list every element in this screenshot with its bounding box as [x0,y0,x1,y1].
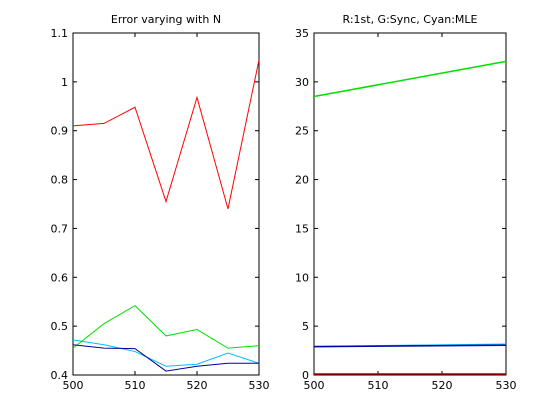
chart-right-title: R:1st, G:Sync, Cyan:MLE [343,13,478,26]
y-tick-label: 1 [61,76,68,89]
x-tick-label: 500 [63,379,84,392]
x-tick-label: 520 [187,379,208,392]
plot-area-frame [72,32,260,376]
y-tick-label: 35 [295,27,309,40]
series-line-1 [72,59,260,210]
y-tick-label: 0.5 [51,320,69,333]
y-tick-label: 0.8 [51,174,69,187]
x-tick-label: 510 [125,379,146,392]
y-tick-label: 5 [302,320,309,333]
y-tick-label: 0.6 [51,271,69,284]
y-tick-label: 25 [295,125,309,138]
y-tick-label: 1.1 [51,27,69,40]
y-tick-label: 0.4 [51,369,69,382]
series-line-3 [72,339,260,367]
y-tick-label: 0.9 [51,125,69,138]
y-tick-label: 10 [295,271,309,284]
chart-left: Error varying with N 500 510 520 530 0.4 0.5 0… [51,13,270,392]
series-line-1 [313,60,507,98]
y-tick-label: 0.7 [51,222,69,235]
x-tick-label: 510 [368,379,389,392]
plot-area-frame [313,32,507,376]
y-tick-label: 30 [295,76,309,89]
x-tick-label: 520 [432,379,453,392]
chart-left-title: Error varying with N [111,13,221,26]
y-tick-label: 0 [302,369,309,382]
y-tick-label: 15 [295,222,309,235]
series-line-3 [313,344,507,348]
y-tick-label: 20 [295,174,309,187]
series-line-2 [72,304,260,349]
x-tick-label: 530 [249,379,270,392]
chart-right: R:1st, G:Sync, Cyan:MLE 500 510 520 5300510… [295,13,517,392]
x-tick-label: 530 [496,379,517,392]
series-line-4 [72,344,259,372]
x-tick-label: 500 [304,379,325,392]
